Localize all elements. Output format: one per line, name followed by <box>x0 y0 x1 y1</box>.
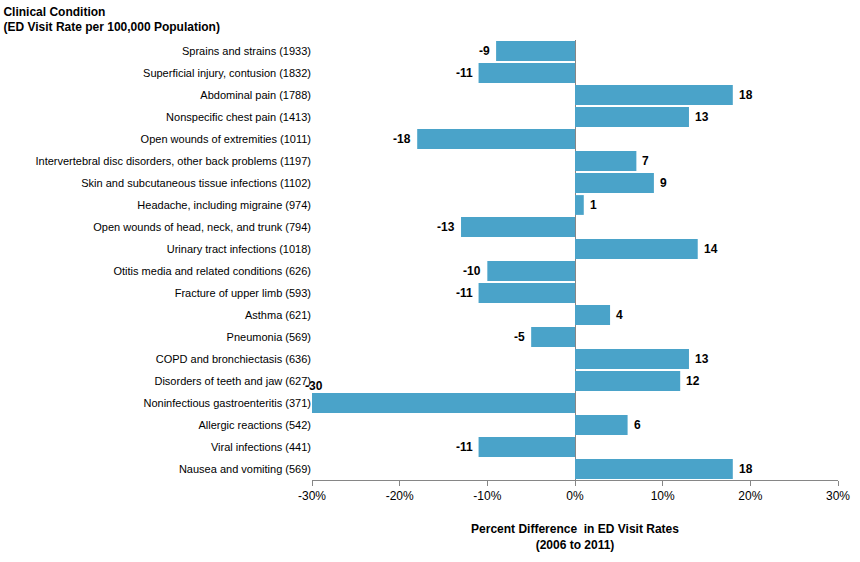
svg-text:Abdominal pain (1788): Abdominal pain (1788) <box>200 89 311 101</box>
svg-text:-10: -10 <box>463 264 481 278</box>
svg-text:-30: -30 <box>305 379 323 393</box>
svg-text:13: 13 <box>695 352 709 366</box>
svg-text:Skin and subcutaneous tissue i: Skin and subcutaneous tissue infections … <box>81 177 311 189</box>
svg-text:COPD and bronchiectasis (636): COPD and bronchiectasis (636) <box>156 353 311 365</box>
svg-text:20%: 20% <box>738 489 762 503</box>
svg-text:Intervertebral disc disorders,: Intervertebral disc disorders, other bac… <box>35 155 311 167</box>
svg-text:-20%: -20% <box>386 489 414 503</box>
svg-text:12: 12 <box>686 374 700 388</box>
svg-text:Asthma (621): Asthma (621) <box>245 309 311 321</box>
svg-text:Viral infections (441): Viral infections (441) <box>211 441 311 453</box>
svg-text:-30%: -30% <box>298 489 326 503</box>
svg-text:Otitis media and related condi: Otitis media and related conditions (626… <box>114 265 312 277</box>
svg-text:-11: -11 <box>456 440 473 454</box>
svg-text:13: 13 <box>695 110 709 124</box>
svg-text:Percent Difference in ED Visi: Percent Difference in ED Visit Rates(200… <box>471 522 679 552</box>
svg-text:Clinical Condition(ED Visit Ra: Clinical Condition(ED Visit Rate per 100… <box>3 5 220 35</box>
svg-text:Disorders of teeth and jaw (62: Disorders of teeth and jaw (627) <box>154 375 311 387</box>
svg-text:Sprains and strains (1933): Sprains and strains (1933) <box>182 45 311 57</box>
svg-text:Fracture of upper limb (593): Fracture of upper limb (593) <box>175 287 311 299</box>
svg-text:6: 6 <box>634 418 641 432</box>
svg-text:Nausea and vomiting (569): Nausea and vomiting (569) <box>179 463 311 475</box>
svg-text:Headache, including migraine (: Headache, including migraine (974) <box>137 199 311 211</box>
svg-text:-10%: -10% <box>473 489 501 503</box>
svg-text:Pneumonia (569): Pneumonia (569) <box>227 331 311 343</box>
svg-text:7: 7 <box>642 154 649 168</box>
svg-text:Urinary tract infections (1018: Urinary tract infections (1018) <box>167 243 311 255</box>
svg-text:10%: 10% <box>651 489 675 503</box>
svg-text:Nonspecific chest pain (1413): Nonspecific chest pain (1413) <box>166 111 311 123</box>
svg-text:-11: -11 <box>456 286 473 300</box>
svg-text:Noninfectious gastroenteritis: Noninfectious gastroenteritis (371) <box>143 397 311 409</box>
svg-text:18: 18 <box>739 88 753 102</box>
svg-text:30%: 30% <box>826 489 850 503</box>
svg-text:Allergic reactions (542): Allergic reactions (542) <box>199 419 312 431</box>
svg-text:-13: -13 <box>437 220 455 234</box>
svg-text:4: 4 <box>616 308 623 322</box>
svg-text:-5: -5 <box>514 330 525 344</box>
svg-text:18: 18 <box>739 462 753 476</box>
svg-text:-11: -11 <box>456 66 473 80</box>
svg-text:9: 9 <box>660 176 667 190</box>
svg-text:14: 14 <box>704 242 718 256</box>
svg-text:0%: 0% <box>566 489 584 503</box>
svg-text:-18: -18 <box>393 132 411 146</box>
svg-text:-9: -9 <box>479 44 490 58</box>
svg-text:Superficial injury, contusion: Superficial injury, contusion (1832) <box>143 67 311 79</box>
svg-text:1: 1 <box>590 198 597 212</box>
svg-text:Open wounds of head, neck, and: Open wounds of head, neck, and trunk (79… <box>93 221 311 233</box>
svg-text:Open wounds of extremities (10: Open wounds of extremities (1011) <box>141 133 311 145</box>
